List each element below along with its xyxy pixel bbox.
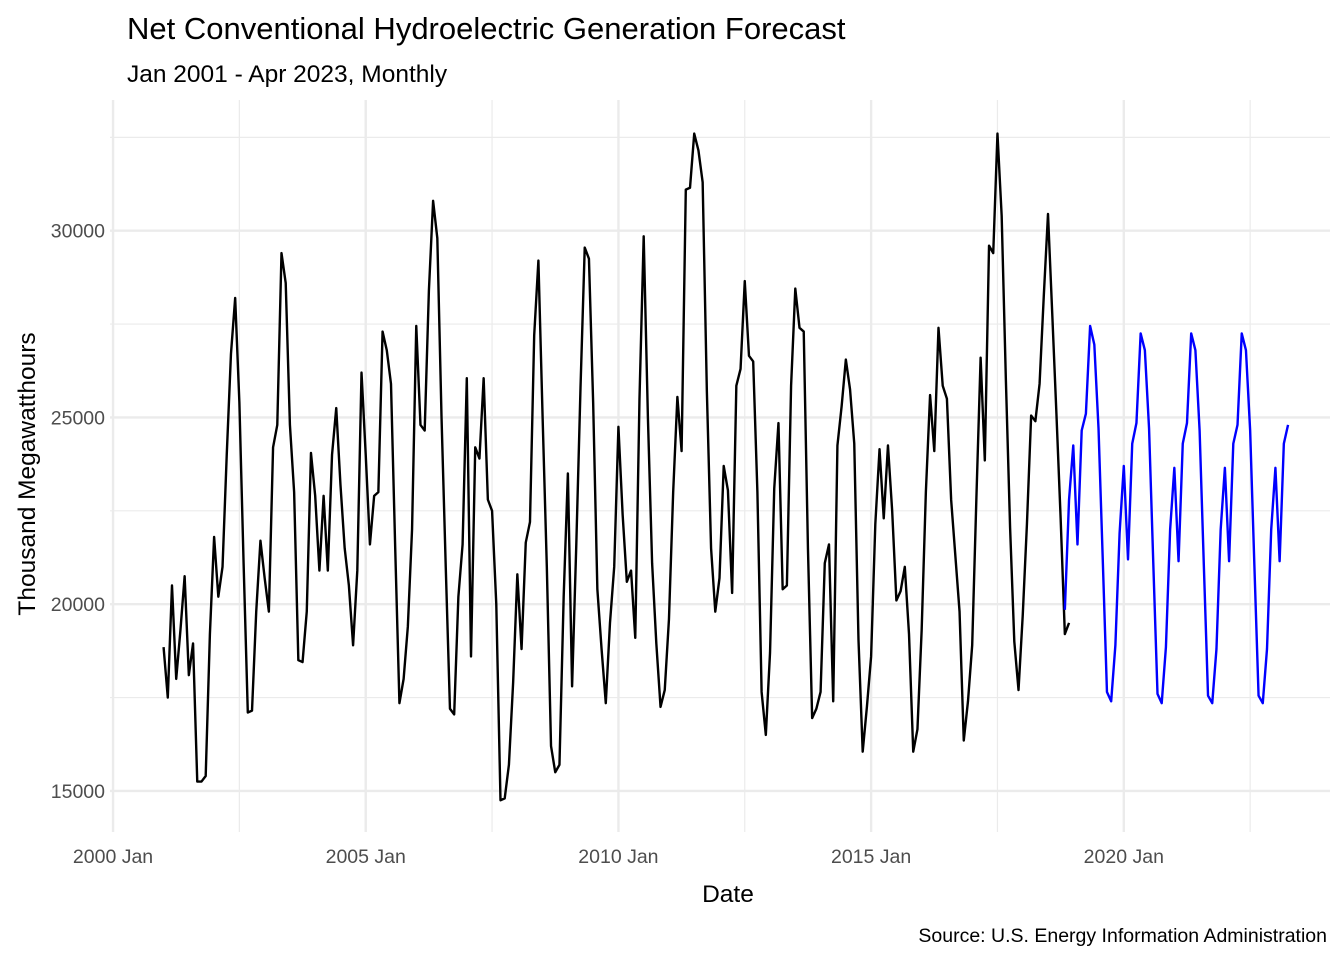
y-tick-labels: 15000 20000 25000 30000	[51, 221, 105, 803]
series-layer	[162, 132, 1290, 802]
x-tick-label-2: 2010 Jan	[578, 846, 658, 868]
chart-title: Net Conventional Hydroelectric Generatio…	[127, 11, 846, 46]
y-tick-label-3: 30000	[51, 221, 105, 243]
x-tick-labels: 2000 Jan 2005 Jan 2010 Jan 2015 Jan 2020 Jan	[73, 846, 1164, 868]
x-tick-label-3: 2015 Jan	[831, 846, 911, 868]
x-axis-title: Date	[702, 881, 754, 908]
chart-subtitle: Jan 2001 - Apr 2023, Monthly	[127, 61, 448, 88]
x-tick-label-1: 2005 Jan	[326, 846, 406, 868]
x-tick-label-4: 2020 Jan	[1084, 846, 1164, 868]
series-line-forecast	[1063, 324, 1290, 705]
x-tick-label-0: 2000 Jan	[73, 846, 153, 868]
chart-caption: Source: U.S. Energy Information Administ…	[918, 925, 1327, 947]
series-line-observed	[162, 132, 1071, 802]
y-axis-title: Thousand Megawatthours	[14, 332, 41, 615]
y-tick-label-2: 25000	[51, 407, 105, 429]
y-tick-label-0: 15000	[51, 781, 105, 803]
y-tick-label-1: 20000	[51, 594, 105, 616]
